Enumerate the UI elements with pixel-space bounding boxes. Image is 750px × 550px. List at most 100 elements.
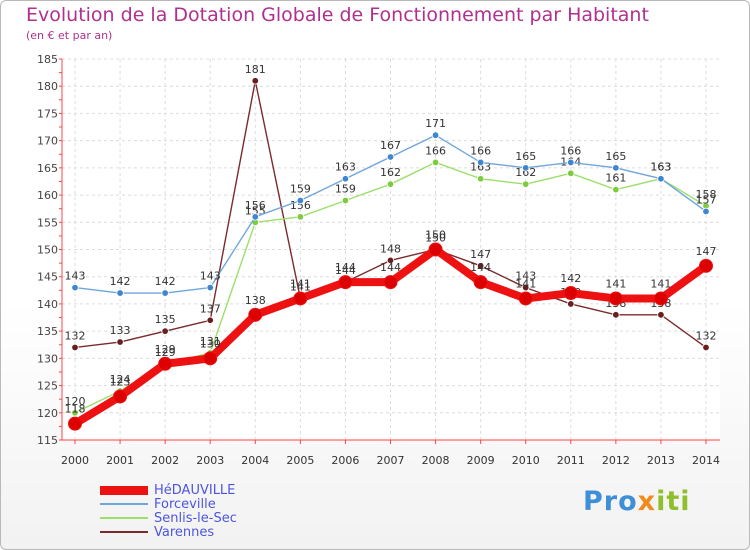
data-label: 131	[200, 335, 221, 348]
data-label: 150	[425, 232, 446, 245]
x-tick-label: 2002	[151, 454, 179, 467]
data-label: 166	[560, 144, 581, 157]
data-label: 129	[155, 346, 176, 359]
data-label: 129	[155, 343, 176, 356]
data-label: 143	[200, 270, 221, 283]
y-tick-label: 120	[37, 407, 58, 420]
data-label: 155	[245, 204, 266, 217]
data-label: 163	[650, 161, 671, 174]
data-point	[113, 389, 128, 404]
data-point	[71, 409, 79, 417]
data-point	[522, 180, 530, 188]
legend-swatch-senlis	[100, 517, 148, 519]
logo-part: Pro	[583, 486, 638, 517]
data-point	[612, 311, 620, 319]
legend-swatch-forceville	[100, 503, 148, 505]
data-label: 123	[110, 375, 131, 388]
data-label: 143	[515, 270, 536, 283]
data-label: 158	[696, 188, 717, 201]
x-tick-label: 2011	[557, 454, 585, 467]
data-point	[476, 175, 485, 183]
data-label: 165	[605, 150, 626, 163]
data-label: 144	[335, 264, 356, 277]
data-label: 133	[110, 324, 131, 337]
data-point	[116, 289, 124, 297]
data-label: 137	[200, 302, 221, 315]
y-tick-label: 140	[37, 298, 58, 311]
legend-label: Varennes	[154, 525, 215, 540]
data-point	[699, 258, 713, 273]
data-point	[518, 291, 533, 306]
data-label: 118	[65, 403, 86, 416]
data-label: 141	[605, 277, 626, 290]
data-point	[702, 207, 710, 216]
data-label: 132	[65, 329, 86, 342]
data-point	[476, 262, 485, 270]
data-point	[608, 291, 623, 306]
data-point	[476, 158, 485, 167]
y-tick-label: 115	[37, 434, 58, 447]
data-label: 163	[470, 161, 491, 174]
x-tick-label: 2012	[602, 454, 630, 467]
logo-part: x	[637, 486, 657, 517]
data-label: 161	[605, 172, 626, 185]
x-tick-label: 2004	[241, 454, 269, 467]
data-label: 147	[696, 245, 717, 258]
y-tick-label: 145	[37, 271, 58, 284]
data-label: 120	[65, 395, 86, 408]
data-point	[567, 158, 575, 167]
data-point	[338, 275, 353, 290]
data-point	[386, 256, 395, 265]
data-point	[653, 291, 668, 306]
data-label: 162	[515, 166, 536, 179]
chart-subtitle: (en € et par an)	[26, 29, 113, 42]
data-label: 163	[335, 161, 356, 174]
y-tick-label: 175	[37, 107, 58, 120]
data-label: 142	[560, 272, 581, 285]
data-label: 142	[110, 275, 131, 288]
y-tick-label: 125	[37, 380, 58, 393]
data-label: 130	[200, 337, 221, 350]
data-point	[203, 351, 218, 366]
data-label: 141	[650, 277, 671, 290]
x-tick-label: 2009	[467, 454, 495, 467]
data-point	[68, 416, 82, 431]
x-tick-label: 2008	[422, 454, 450, 467]
data-point	[161, 289, 169, 297]
data-point	[296, 213, 305, 221]
data-point	[296, 196, 305, 205]
data-label: 141	[290, 277, 311, 290]
chart-title: Evolution de la Dotation Globale de Fonc…	[26, 4, 649, 26]
data-label: 162	[380, 166, 401, 179]
data-point	[612, 185, 620, 194]
data-label: 132	[696, 329, 717, 342]
x-tick-label: 2007	[377, 454, 405, 467]
data-point	[386, 153, 395, 161]
legend-swatch-varennes	[100, 531, 148, 533]
data-label: 141	[290, 280, 311, 293]
y-tick-label: 150	[37, 244, 58, 257]
data-label: 159	[290, 183, 311, 196]
data-label: 166	[470, 144, 491, 157]
data-point	[116, 338, 124, 346]
data-point	[702, 343, 710, 352]
data-label: 143	[65, 270, 86, 283]
legend-swatch-hedauville	[100, 486, 148, 495]
data-label: 171	[425, 117, 446, 130]
data-label: 165	[515, 150, 536, 163]
data-point	[522, 164, 530, 172]
data-point	[428, 242, 443, 257]
data-label: 156	[245, 199, 266, 212]
y-tick-label: 180	[37, 80, 58, 93]
data-point	[473, 275, 488, 290]
data-label: 144	[380, 261, 401, 274]
data-point	[206, 316, 214, 324]
data-label: 124	[110, 373, 131, 386]
y-tick-label: 165	[37, 162, 58, 175]
data-point	[251, 213, 259, 221]
data-label: 135	[155, 313, 176, 326]
data-point	[161, 327, 169, 335]
data-label: 157	[696, 193, 717, 206]
x-tick-label: 2005	[286, 454, 314, 467]
data-point	[522, 283, 530, 292]
